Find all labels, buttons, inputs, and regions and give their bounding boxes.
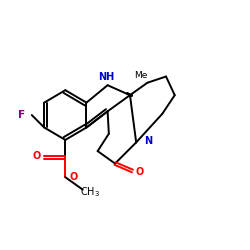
Text: O: O bbox=[32, 151, 41, 161]
Text: Me: Me bbox=[134, 71, 148, 80]
Text: F: F bbox=[18, 110, 26, 120]
Text: CH$_3$: CH$_3$ bbox=[80, 185, 100, 199]
Text: O: O bbox=[69, 172, 78, 182]
Text: N: N bbox=[144, 136, 152, 146]
Text: NH: NH bbox=[98, 72, 114, 82]
Text: O: O bbox=[136, 167, 144, 177]
